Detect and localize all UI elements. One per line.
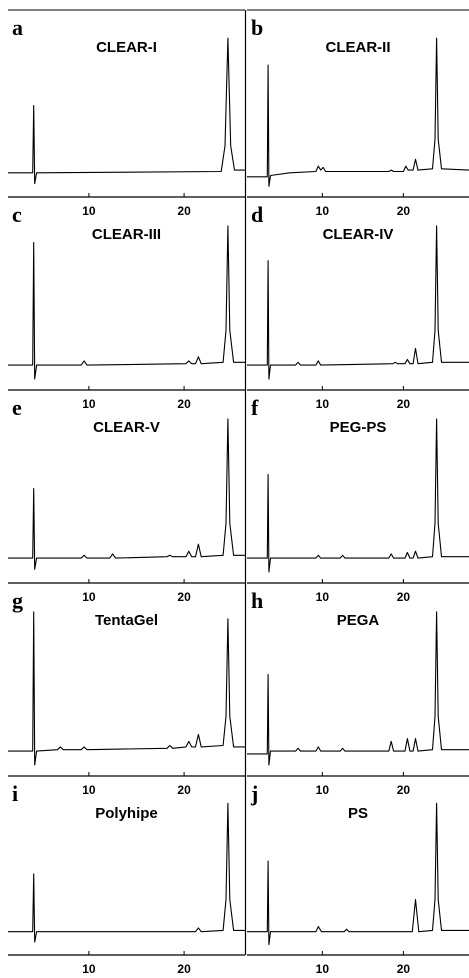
x-tick-label: 10 bbox=[316, 204, 330, 218]
panel-letter: f bbox=[251, 395, 259, 420]
x-tick-label: 20 bbox=[177, 783, 191, 797]
x-tick-label: 20 bbox=[397, 962, 411, 976]
trace bbox=[8, 611, 245, 766]
trace bbox=[8, 802, 245, 943]
x-tick-label: 10 bbox=[82, 783, 96, 797]
x-tick-label: 20 bbox=[177, 590, 191, 604]
x-tick-label: 10 bbox=[316, 397, 330, 411]
trace bbox=[247, 37, 469, 187]
panel-title: CLEAR-V bbox=[93, 419, 160, 436]
x-tick-label: 20 bbox=[397, 590, 411, 604]
x-tick-label: 10 bbox=[316, 783, 330, 797]
x-tick-label: 20 bbox=[397, 397, 411, 411]
trace bbox=[8, 225, 245, 380]
panel-letter: i bbox=[12, 781, 18, 806]
panel-letter: g bbox=[12, 588, 23, 613]
panel-letter: b bbox=[251, 15, 263, 40]
x-tick-label: 20 bbox=[177, 397, 191, 411]
panel-letter: c bbox=[12, 202, 22, 227]
panel-title: Polyhipe bbox=[95, 805, 158, 822]
x-tick-label: 10 bbox=[316, 962, 330, 976]
panel-letter: e bbox=[12, 395, 22, 420]
panel-title: CLEAR-III bbox=[92, 226, 161, 243]
x-tick-label: 20 bbox=[177, 962, 191, 976]
trace bbox=[247, 611, 469, 766]
trace bbox=[247, 418, 469, 573]
x-tick-label: 10 bbox=[82, 962, 96, 976]
panel-title: CLEAR-II bbox=[326, 39, 391, 56]
x-tick-label: 10 bbox=[82, 397, 96, 411]
x-tick-label: 10 bbox=[82, 204, 96, 218]
x-tick-label: 20 bbox=[177, 204, 191, 218]
panel-letter: d bbox=[251, 202, 263, 227]
x-tick-label: 20 bbox=[397, 783, 411, 797]
trace bbox=[8, 37, 245, 185]
x-tick-label: 20 bbox=[397, 204, 411, 218]
x-tick-label: 10 bbox=[316, 590, 330, 604]
panel-letter: h bbox=[251, 588, 263, 613]
panel-title: CLEAR-IV bbox=[323, 226, 394, 243]
panel-title: PEGA bbox=[337, 612, 380, 629]
panel-letter: j bbox=[250, 781, 258, 806]
trace bbox=[247, 225, 469, 380]
trace bbox=[8, 418, 245, 570]
x-tick-label: 10 bbox=[82, 590, 96, 604]
panel-title: PEG-PS bbox=[330, 419, 387, 436]
panel-title: TentaGel bbox=[95, 612, 158, 629]
panel-title: CLEAR-I bbox=[96, 39, 157, 56]
panel-title: PS bbox=[348, 805, 368, 822]
trace bbox=[247, 802, 469, 946]
panel-letter: a bbox=[12, 15, 23, 40]
